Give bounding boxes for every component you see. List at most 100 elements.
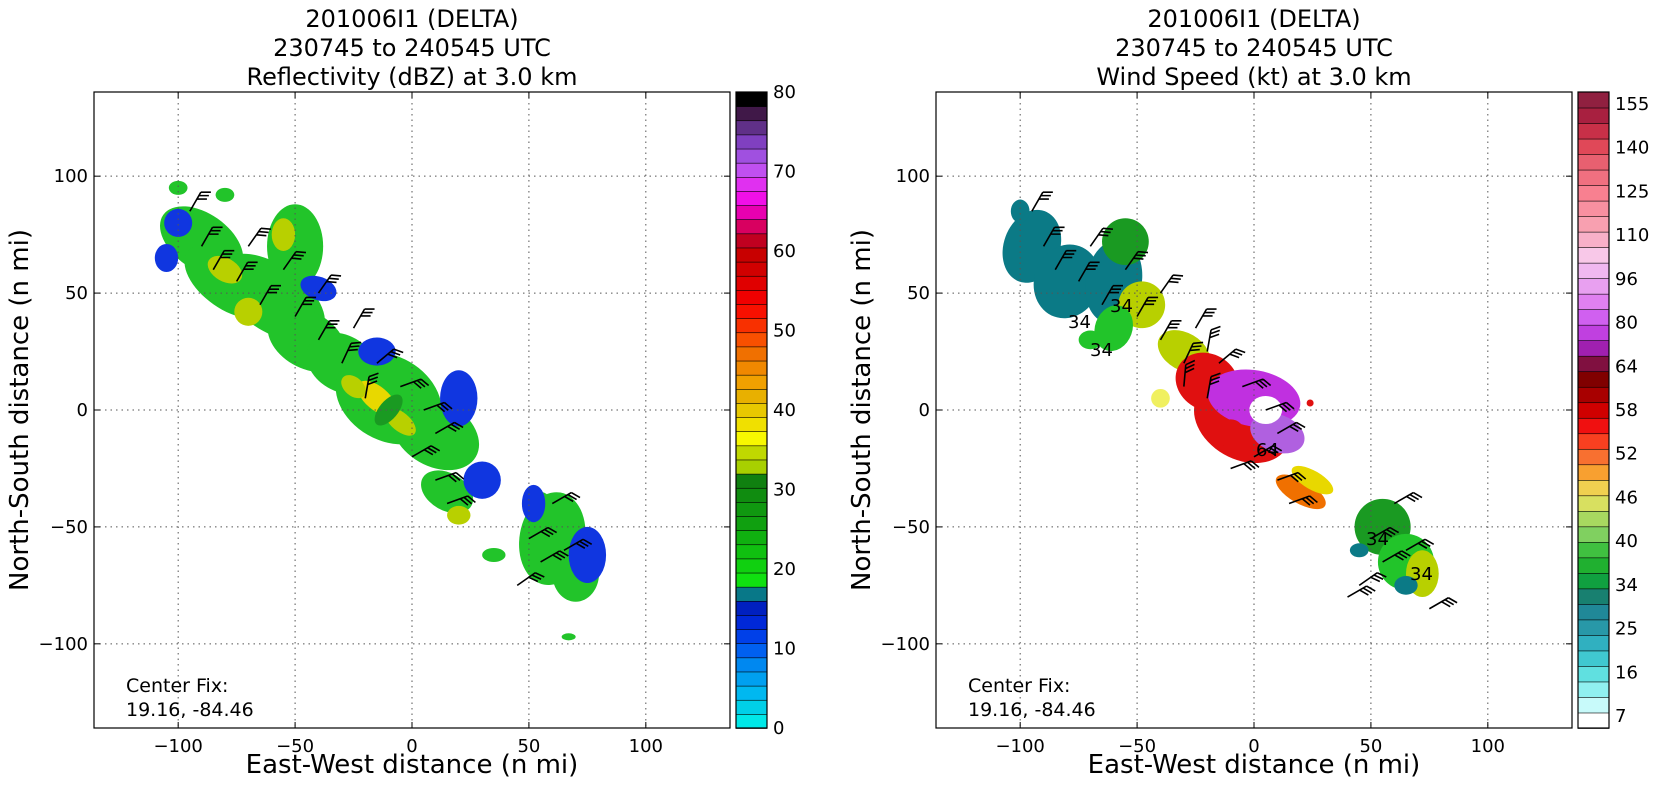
wind-barb bbox=[1042, 226, 1065, 247]
colorbar-swatch bbox=[1577, 200, 1610, 217]
right-center-fix-label: Center Fix: bbox=[968, 675, 1070, 697]
echo-cell bbox=[463, 461, 501, 499]
colorbar-swatch bbox=[1577, 432, 1610, 450]
colorbar-swatch bbox=[735, 303, 768, 319]
colorbar-swatch bbox=[735, 572, 768, 588]
colorbar-swatch bbox=[735, 247, 768, 263]
echo-cell bbox=[421, 470, 474, 514]
colorbar-tick-label: 7 bbox=[1615, 706, 1626, 727]
colorbar-swatch bbox=[1577, 277, 1610, 295]
colorbar-swatch bbox=[735, 501, 768, 517]
wind-barb bbox=[1054, 249, 1077, 271]
windspeed-field bbox=[1002, 199, 1439, 598]
colorbar-swatch bbox=[1577, 495, 1610, 512]
colorbar-tick-label: 40 bbox=[773, 400, 796, 421]
colorbar-swatch bbox=[735, 586, 768, 602]
colorbar-swatch bbox=[1577, 308, 1610, 326]
echo-cell bbox=[1394, 576, 1418, 595]
x-tick-label: 50 bbox=[517, 736, 540, 757]
colorbar-swatch bbox=[1577, 665, 1610, 683]
wind-barb bbox=[446, 495, 476, 506]
colorbar-swatch bbox=[735, 473, 768, 489]
colorbar-swatch bbox=[1577, 339, 1610, 357]
windspeed-panel: 201006I1 (DELTA) 230745 to 240545 UTC Wi… bbox=[847, 5, 1649, 780]
colorbar-tick-label: 25 bbox=[1615, 619, 1638, 640]
colorbar-tick-label: 50 bbox=[773, 321, 796, 342]
colorbar-tick-label: 16 bbox=[1615, 662, 1638, 683]
colorbar-tick-label: 30 bbox=[773, 480, 796, 501]
contour-label: 34 bbox=[1110, 296, 1133, 317]
wind-barb bbox=[1218, 348, 1246, 364]
left-center-fix-label: Center Fix: bbox=[126, 675, 228, 697]
colorbar-swatch bbox=[735, 685, 768, 701]
colorbar-swatch bbox=[735, 416, 768, 433]
colorbar-swatch bbox=[1577, 91, 1610, 109]
wind-barb bbox=[1089, 227, 1113, 247]
echo-cell bbox=[1033, 244, 1101, 319]
right-wind-barbs bbox=[1031, 191, 1458, 610]
wind-barb bbox=[1428, 597, 1458, 610]
contour-label: 64 bbox=[1256, 440, 1279, 461]
colorbar-swatch bbox=[1577, 231, 1610, 248]
colorbar-tick-label: 80 bbox=[773, 82, 796, 103]
colorbar-tick-label: 60 bbox=[773, 241, 796, 262]
echo-cell bbox=[271, 218, 296, 251]
echo-cell bbox=[1291, 465, 1334, 495]
colorbar-tick-label: 40 bbox=[1615, 531, 1638, 552]
echo-cell bbox=[1010, 199, 1030, 223]
colorbar-swatch bbox=[735, 360, 768, 376]
right-title-line3: Wind Speed (kt) at 3.0 km bbox=[1096, 63, 1411, 91]
wind-barb bbox=[1031, 191, 1053, 212]
y-tick-label: 50 bbox=[65, 283, 88, 304]
echo-cell bbox=[164, 208, 193, 237]
x-tick-label: −50 bbox=[276, 736, 314, 757]
colorbar-swatch bbox=[735, 657, 768, 673]
colorbar-swatch bbox=[1577, 169, 1610, 186]
wind-barb bbox=[1277, 471, 1307, 483]
wind-barb bbox=[1194, 308, 1217, 329]
wind-barb bbox=[1253, 445, 1283, 458]
colorbar-swatch bbox=[735, 346, 768, 362]
colorbar-swatch bbox=[1577, 324, 1610, 341]
colorbar-frame bbox=[1577, 91, 1610, 729]
x-tick-label: 0 bbox=[406, 736, 417, 757]
wind-barb bbox=[563, 538, 593, 551]
echo-cell bbox=[1078, 330, 1103, 350]
echo-cell bbox=[1102, 218, 1149, 266]
y-tick-label: 0 bbox=[77, 400, 88, 421]
colorbar-swatch bbox=[1577, 370, 1610, 388]
echo-cell bbox=[341, 375, 366, 399]
wind-barb bbox=[1347, 585, 1376, 598]
y-tick-label: 100 bbox=[54, 166, 88, 187]
left-wind-barbs bbox=[189, 191, 593, 587]
colorbar-swatch bbox=[735, 317, 768, 334]
colorbar-swatch bbox=[735, 543, 768, 560]
colorbar-tick-label: 140 bbox=[1615, 138, 1649, 159]
echo-cell bbox=[1306, 399, 1314, 407]
colorbar-tick-label: 64 bbox=[1615, 356, 1638, 377]
colorbar-swatch bbox=[1577, 355, 1610, 373]
wind-barb bbox=[1405, 538, 1435, 551]
colorbar-swatch bbox=[1577, 293, 1610, 310]
echo-cell bbox=[561, 633, 576, 641]
wind-barb bbox=[1159, 320, 1182, 341]
colorbar-swatch bbox=[735, 204, 768, 220]
colorbar-swatch bbox=[735, 190, 768, 206]
left-title-line1: 201006I1 (DELTA) bbox=[305, 5, 518, 33]
colorbar-swatch bbox=[735, 642, 768, 659]
colorbar-swatch bbox=[735, 374, 768, 390]
colorbar-swatch bbox=[735, 529, 768, 546]
wind-barb bbox=[376, 348, 404, 364]
right-xlabel: East-West distance (n mi) bbox=[1088, 750, 1421, 780]
left-title-line2: 230745 to 240545 UTC bbox=[273, 34, 551, 62]
colorbar-swatch bbox=[735, 162, 768, 178]
colorbar-swatch bbox=[735, 218, 768, 235]
colorbar-swatch bbox=[1577, 107, 1610, 124]
colorbar-swatch bbox=[735, 119, 768, 136]
colorbar-swatch bbox=[735, 487, 768, 503]
x-tick-label: 50 bbox=[1359, 736, 1382, 757]
wind-barb bbox=[1265, 401, 1295, 413]
wind-barb bbox=[294, 296, 317, 317]
colorbar-swatch bbox=[735, 176, 768, 192]
wind-barb bbox=[434, 421, 464, 435]
